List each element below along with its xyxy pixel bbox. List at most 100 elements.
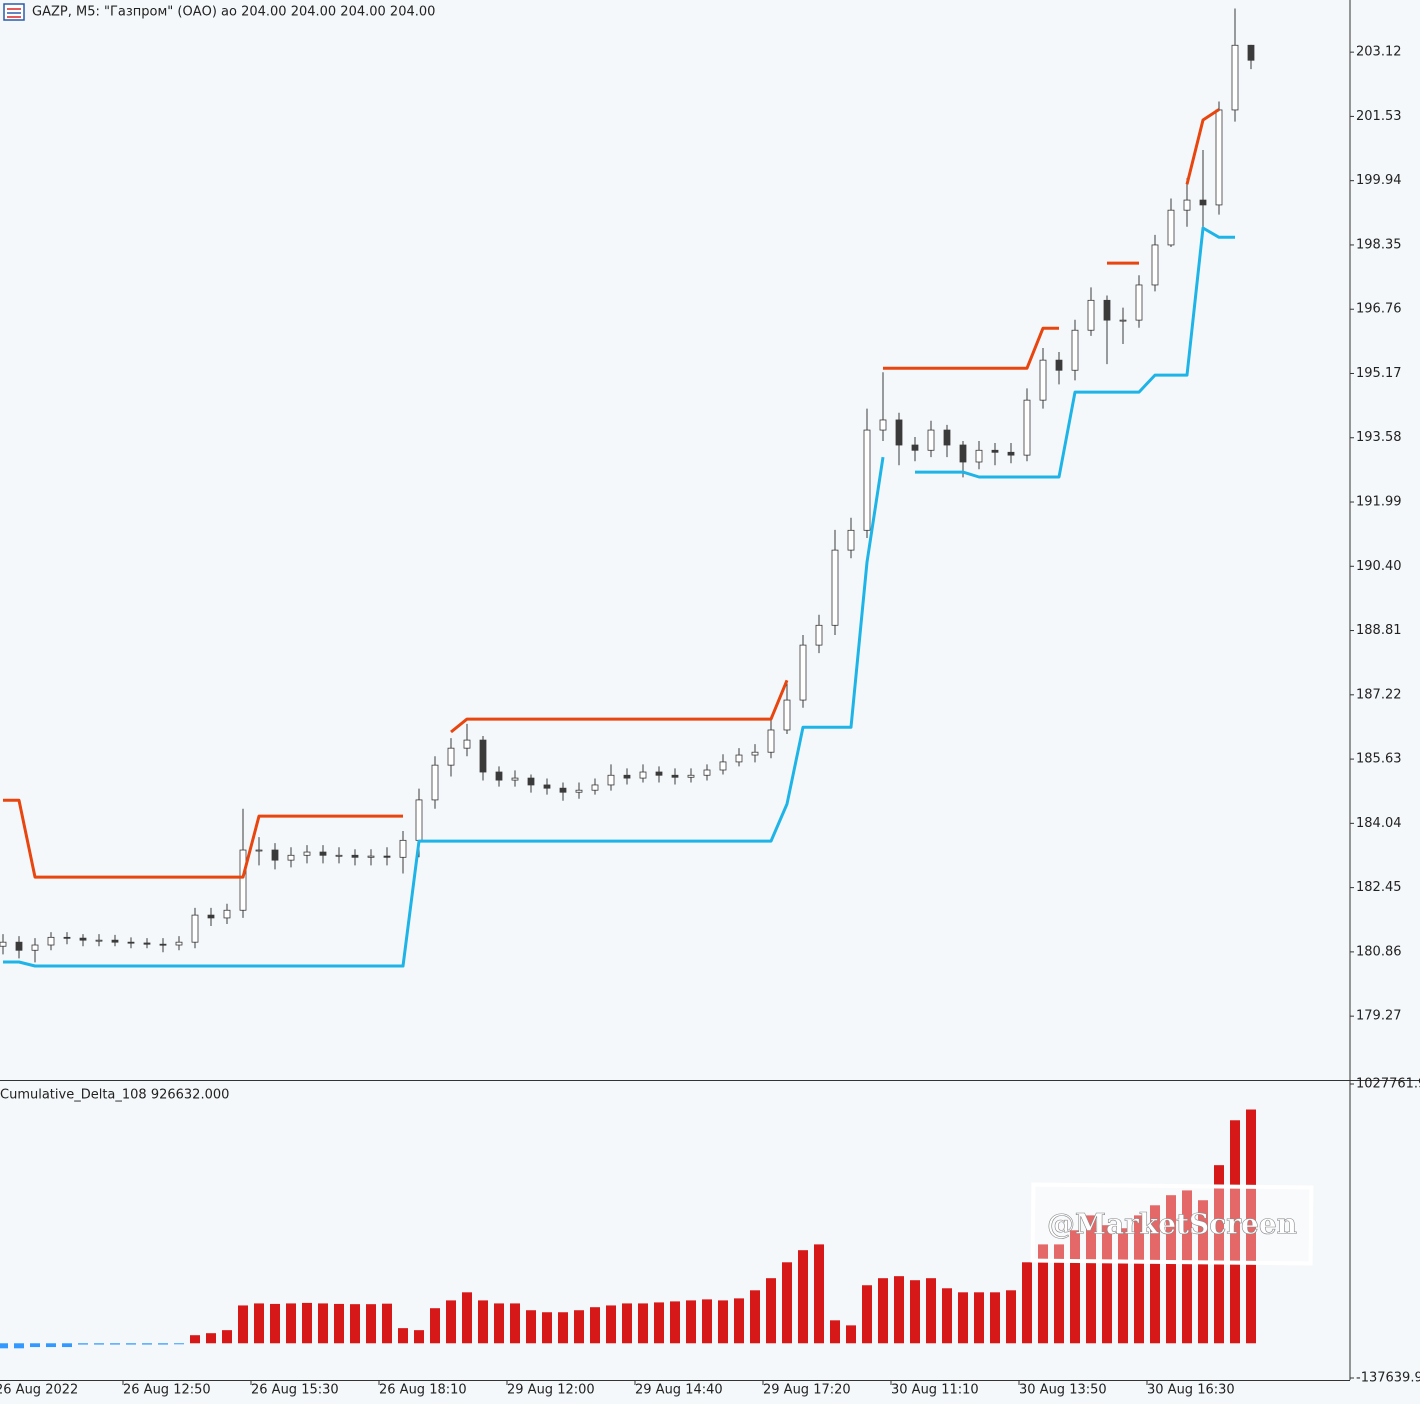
delta-bar <box>1054 1244 1064 1344</box>
candle-body <box>367 855 375 858</box>
delta-bar <box>542 1312 552 1344</box>
delta-bar <box>174 1343 184 1345</box>
candle-body <box>463 739 471 749</box>
delta-bar <box>846 1325 856 1344</box>
delta-bar <box>910 1280 920 1344</box>
y-tick-label: 180.86 <box>1356 944 1402 959</box>
delta-bar <box>430 1308 440 1344</box>
delta-bar <box>942 1288 952 1344</box>
candle-body <box>751 751 759 756</box>
candle-body <box>783 699 791 731</box>
candle-body <box>175 941 183 946</box>
delta-bar <box>718 1300 728 1344</box>
chart-title: GAZP, M5: "Газпром" (ОАО) ао 204.00 204.… <box>32 5 435 20</box>
candle-body <box>447 747 455 766</box>
candle-body <box>511 777 519 781</box>
candles <box>0 8 1255 963</box>
candle-body <box>639 771 647 779</box>
y-tick-label: 203.12 <box>1356 45 1402 60</box>
delta-bar <box>286 1303 296 1344</box>
candle-body <box>911 444 919 451</box>
delta-bar <box>814 1244 824 1344</box>
candle-body <box>991 449 999 453</box>
candle-body <box>543 784 551 789</box>
candle-body <box>207 914 215 919</box>
delta-bar <box>270 1303 280 1344</box>
x-tick-label: 30 Aug 13:50 <box>1019 1383 1107 1398</box>
delta-bar <box>750 1290 760 1344</box>
candle-body <box>1039 359 1047 401</box>
delta-bar <box>1038 1244 1048 1344</box>
candle-body <box>271 849 279 861</box>
y-tick-label: 188.81 <box>1356 623 1402 638</box>
candle-body <box>255 849 263 852</box>
watermark-text: @MarketScreen <box>1047 1208 1297 1241</box>
candle-body <box>1103 299 1111 321</box>
candle-body <box>1023 399 1031 456</box>
delta-bar <box>830 1320 840 1344</box>
delta-bar <box>190 1335 200 1344</box>
candle-body <box>287 854 295 861</box>
histogram <box>0 1109 1256 1349</box>
candle-body <box>1183 199 1191 211</box>
candle-body <box>527 777 535 786</box>
delta-bar <box>350 1304 360 1344</box>
candle-body <box>559 787 567 793</box>
candle-body <box>575 789 583 793</box>
candle-body <box>799 644 807 701</box>
delta-bar <box>686 1300 696 1344</box>
x-tick-label: 26 Aug 2022 <box>0 1383 78 1398</box>
candle-body <box>815 624 823 646</box>
candle-body <box>1135 284 1143 321</box>
candle-body <box>591 784 599 791</box>
delta-bar <box>398 1328 408 1344</box>
x-tick-label: 29 Aug 17:20 <box>763 1383 851 1398</box>
watermark-frame <box>1030 1182 1314 1266</box>
candle-body <box>111 939 119 943</box>
candle-body <box>1151 244 1159 286</box>
delta-bar <box>990 1292 1000 1344</box>
delta-bar <box>926 1278 936 1344</box>
delta-bar <box>574 1310 584 1344</box>
candle-body <box>1119 319 1127 322</box>
delta-bar <box>958 1292 968 1344</box>
delta-bar <box>1182 1190 1192 1344</box>
candle-body <box>351 854 359 858</box>
candle-body <box>223 909 231 919</box>
indicator-title: Cumulative_Delta_108 926632.000 <box>0 1088 229 1103</box>
y-tick-label: -137639.9 <box>1356 1371 1420 1386</box>
y-tick-label: 193.58 <box>1356 430 1402 445</box>
candle-body <box>959 444 967 463</box>
candle-body <box>1007 451 1015 456</box>
delta-bar <box>78 1343 88 1345</box>
delta-bar <box>222 1330 232 1344</box>
candle-body <box>703 769 711 776</box>
x-tick-label: 29 Aug 14:40 <box>635 1383 723 1398</box>
delta-bar <box>1214 1165 1224 1344</box>
delta-bar <box>1022 1262 1032 1344</box>
y-tick-label: 195.17 <box>1356 366 1402 381</box>
delta-bar <box>302 1302 312 1344</box>
y-tick-label: 185.63 <box>1356 752 1402 767</box>
candle-body <box>1215 109 1223 206</box>
candle-body <box>303 851 311 856</box>
y-tick-label: 196.76 <box>1356 302 1402 317</box>
delta-bar <box>334 1303 344 1344</box>
delta-bar <box>1198 1200 1208 1344</box>
delta-bar <box>446 1300 456 1344</box>
candle-body <box>1231 44 1239 111</box>
delta-bar <box>1166 1195 1176 1344</box>
x-tick-label: 30 Aug 16:30 <box>1147 1383 1235 1398</box>
candle-body <box>319 851 327 856</box>
candle-body <box>943 429 951 446</box>
y-tick-label: 198.35 <box>1356 237 1402 252</box>
candle-body <box>1087 299 1095 331</box>
candle-body <box>895 419 903 446</box>
candle-body <box>927 429 935 451</box>
delta-bar <box>254 1303 264 1344</box>
delta-bar <box>702 1299 712 1344</box>
candle-body <box>687 774 695 778</box>
candle-body <box>879 419 887 431</box>
delta-bar <box>62 1343 72 1348</box>
x-tick-label: 30 Aug 11:10 <box>891 1383 979 1398</box>
